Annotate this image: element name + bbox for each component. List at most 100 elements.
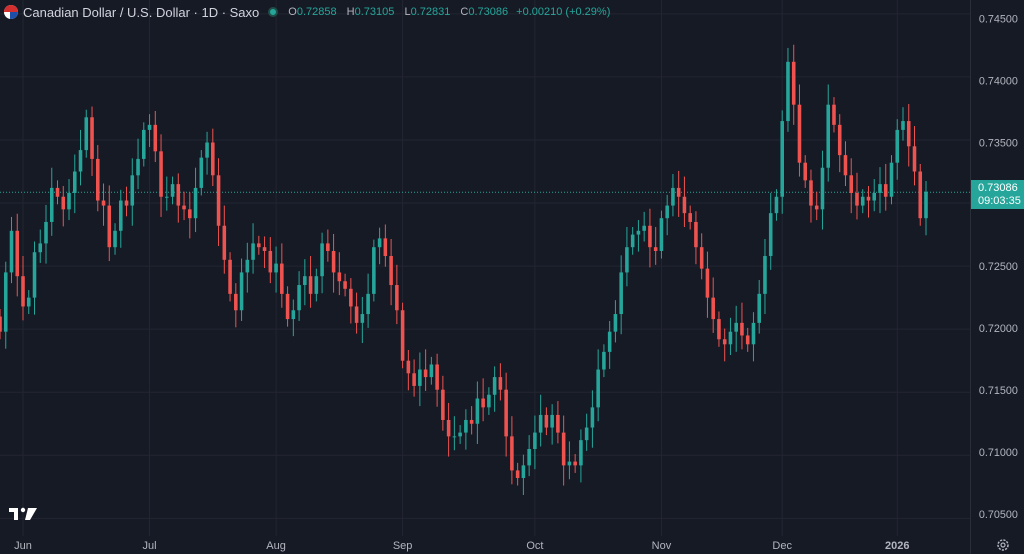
candle (924, 180, 928, 236)
candle (107, 185, 112, 262)
candle-body (314, 276, 319, 294)
price-tick-label: 0.71000 (979, 447, 1018, 459)
candle (297, 271, 301, 321)
candle (544, 407, 549, 436)
candle-body (26, 297, 31, 307)
candle (412, 359, 416, 397)
candle-body (239, 272, 244, 311)
candle-body (648, 225, 652, 248)
candle (538, 394, 543, 447)
candle (464, 409, 468, 450)
candle-body (406, 360, 411, 374)
candle (556, 401, 560, 444)
candle (216, 158, 221, 246)
candle (182, 191, 186, 221)
candle-body (285, 293, 290, 320)
symbol-title[interactable]: Canadian Dollar / U.S. Dollar · 1D · Sax… (23, 4, 260, 20)
candle (78, 129, 83, 186)
tradingview-logo-icon[interactable] (8, 505, 38, 523)
candle (728, 317, 733, 356)
candle-body (814, 205, 819, 210)
candle-body (101, 200, 106, 206)
candle (665, 194, 669, 236)
candle (136, 138, 140, 190)
candle-body (107, 205, 112, 248)
candle-body (9, 230, 14, 273)
candle-body (182, 205, 186, 210)
candle-body (780, 121, 784, 197)
time-tick-label: 2026 (885, 540, 909, 552)
candle-body (659, 218, 664, 251)
candle (44, 204, 48, 264)
candle (15, 213, 20, 297)
candle (648, 208, 652, 268)
candle-body (567, 461, 572, 466)
price-tick-label: 0.70500 (979, 509, 1018, 521)
candle (101, 183, 106, 226)
candle (429, 356, 434, 385)
candle (757, 279, 761, 334)
candle (487, 387, 491, 415)
candle (498, 363, 503, 401)
candle-body (72, 171, 77, 193)
candle (584, 413, 589, 451)
candle-body (32, 252, 37, 298)
candle-body (510, 436, 514, 471)
candle-body (883, 184, 888, 197)
candle-body (170, 184, 175, 197)
symbol-legend[interactable]: Canadian Dollar / U.S. Dollar · 1D · Sax… (4, 3, 615, 21)
candle (257, 235, 261, 255)
candle-body (343, 281, 347, 289)
candle-body (216, 175, 221, 226)
candle (165, 176, 169, 211)
candle (671, 174, 675, 217)
candle (699, 233, 704, 280)
candle-body (118, 200, 123, 231)
price-axis[interactable]: 0.745000.740000.735000.730000.725000.720… (970, 0, 1024, 554)
candle (768, 192, 773, 270)
candle-body (590, 407, 595, 428)
candle (912, 126, 917, 186)
candle-body (262, 247, 267, 251)
candle-body (803, 162, 808, 181)
candle-body (837, 124, 842, 156)
candle (423, 349, 428, 391)
time-axis[interactable]: JunJulAugSepOctNovDec2026FebMar (0, 536, 970, 554)
candle-body (602, 351, 606, 370)
candle (314, 268, 319, 302)
candle (176, 173, 181, 223)
candle-body (222, 225, 227, 260)
candle (602, 344, 606, 378)
candle (118, 189, 123, 248)
candle-body (308, 276, 313, 294)
last-price-value: 0.73086 (978, 182, 1018, 194)
candle-body (274, 263, 278, 273)
candle-body (676, 187, 681, 197)
candle-body (682, 196, 687, 214)
candle (418, 352, 422, 407)
candle (596, 349, 600, 422)
candle-body (268, 250, 273, 273)
candle (303, 259, 307, 306)
candle (521, 454, 526, 496)
candle (49, 167, 54, 236)
candle-body (481, 398, 485, 408)
candle-body (642, 225, 646, 231)
candlestick-chart[interactable] (0, 0, 970, 536)
candle-body (774, 196, 779, 214)
candle (354, 292, 359, 334)
gear-icon[interactable] (996, 538, 1010, 552)
candle (268, 237, 273, 284)
candle-body (142, 129, 146, 159)
candle-body (711, 297, 715, 320)
candle-body (429, 364, 434, 378)
candle-body (521, 465, 526, 478)
candle-body (412, 373, 416, 386)
price-tick-label: 0.72500 (979, 261, 1018, 273)
candle-body (44, 221, 48, 244)
candle (722, 328, 727, 362)
candle (441, 375, 445, 431)
candle-body (78, 150, 83, 172)
candle-body (464, 419, 468, 433)
candle (113, 223, 117, 255)
